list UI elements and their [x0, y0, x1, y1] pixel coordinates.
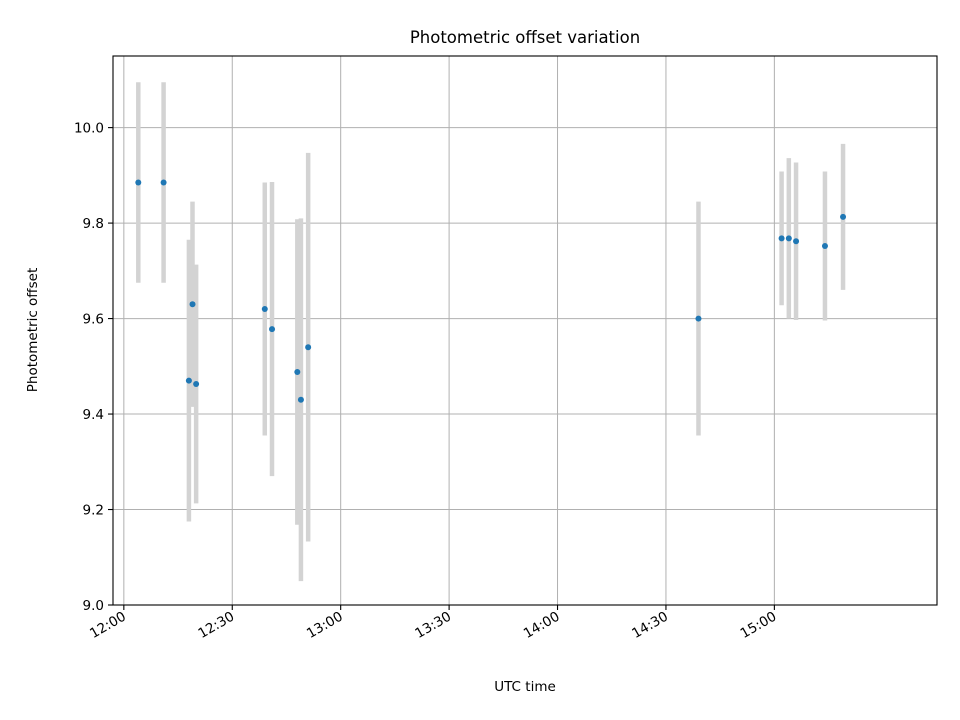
error-bars [136, 82, 846, 582]
data-point [193, 380, 200, 387]
plot-frame [112, 55, 938, 606]
y-tick-label: 9.0 [83, 598, 104, 614]
x-axis-ticks: 12:00 12:30 13:00 13:30 14:00 14:30 15:00 [87, 605, 779, 642]
grid-layer [113, 56, 937, 606]
data-point [778, 235, 785, 242]
x-tick-label: 14:00 [521, 609, 563, 642]
y-axis-ticks: 9.0 9.2 9.4 9.6 9.8 10.0 [74, 121, 113, 614]
data-point [821, 243, 828, 250]
data-point [185, 377, 192, 384]
data-point [840, 213, 847, 220]
y-tick-label: 9.6 [83, 312, 104, 328]
data-point [695, 315, 702, 322]
data-points [135, 179, 847, 403]
x-tick-label: 13:00 [304, 609, 346, 642]
x-axis-label: UTC time [494, 679, 556, 695]
data-point [785, 235, 792, 242]
x-tick-label: 13:30 [412, 609, 454, 642]
y-tick-label: 9.4 [83, 407, 104, 423]
data-point [269, 326, 276, 333]
data-point [261, 306, 268, 313]
data-point [135, 179, 142, 186]
data-point [189, 301, 196, 308]
data-point [793, 238, 800, 245]
data-point [294, 369, 301, 376]
y-tick-label: 9.8 [83, 216, 104, 232]
chart-title: Photometric offset variation [410, 28, 640, 47]
x-tick-label: 12:30 [196, 609, 238, 642]
data-point [297, 396, 304, 403]
data-point [305, 344, 312, 351]
x-tick-label: 15:00 [738, 609, 780, 642]
data-point [160, 179, 167, 186]
x-tick-label: 14:30 [629, 609, 671, 642]
y-axis-label: Photometric offset [25, 268, 41, 392]
y-tick-label: 9.2 [83, 503, 104, 519]
y-tick-label: 10.0 [74, 121, 104, 137]
